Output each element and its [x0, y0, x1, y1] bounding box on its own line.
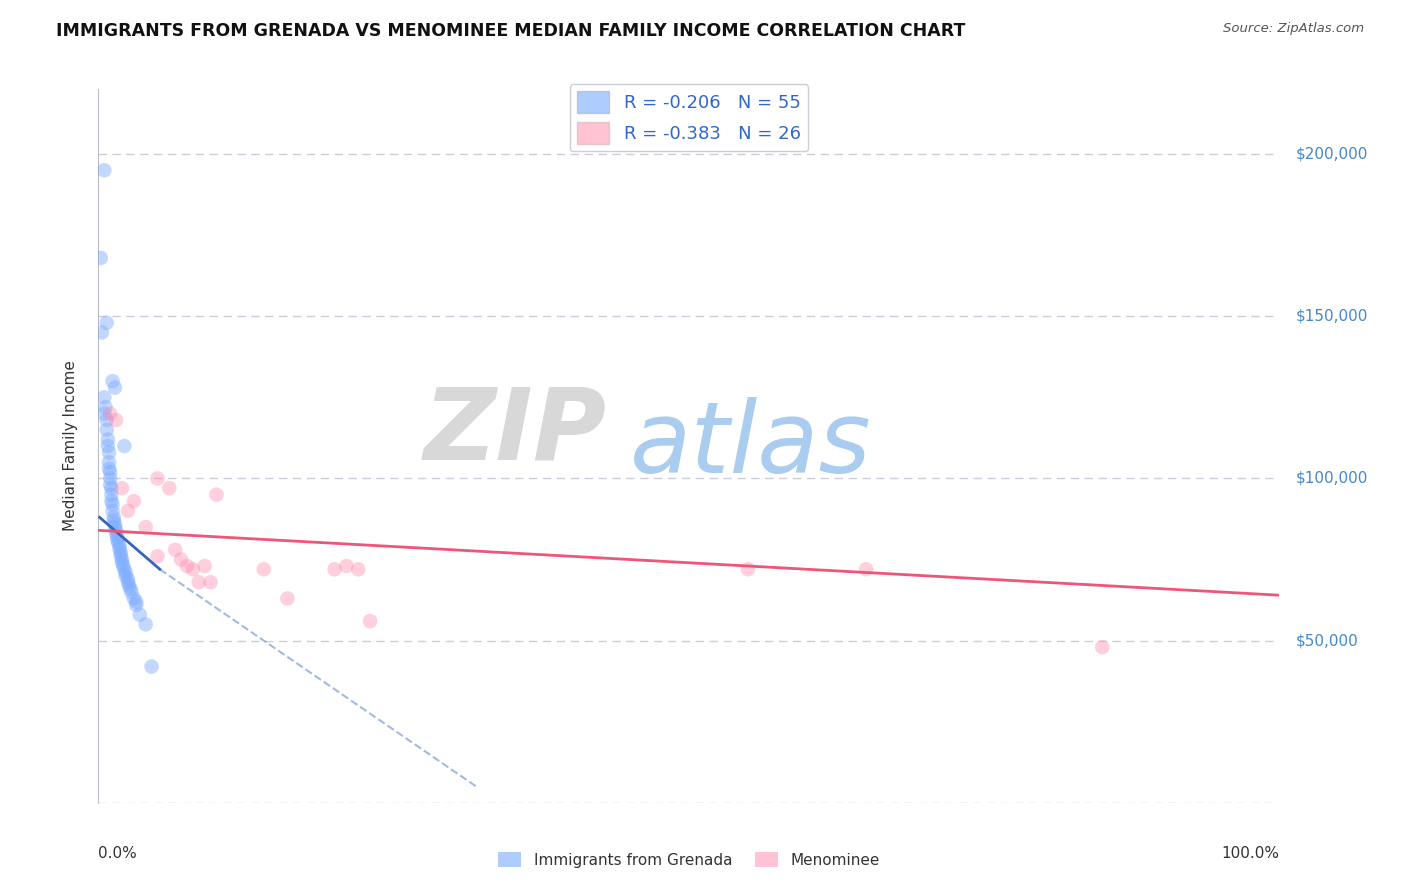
- Point: [96, 423, 118, 437]
- Point: [146, 471, 169, 485]
- Point: [98, 471, 121, 485]
- Point: [135, 520, 157, 534]
- Point: [128, 607, 150, 622]
- Point: [125, 595, 148, 609]
- Point: [120, 582, 142, 596]
- Point: [93, 390, 115, 404]
- Point: [104, 520, 127, 534]
- Point: [122, 494, 145, 508]
- Point: [93, 163, 115, 178]
- Point: [111, 556, 134, 570]
- Point: [108, 540, 131, 554]
- Point: [101, 497, 124, 511]
- Text: atlas: atlas: [630, 398, 872, 494]
- Point: [114, 568, 136, 582]
- Point: [90, 251, 112, 265]
- Point: [105, 533, 128, 547]
- Text: $200,000: $200,000: [1296, 146, 1368, 161]
- Point: [111, 481, 134, 495]
- Point: [96, 413, 118, 427]
- Text: IMMIGRANTS FROM GRENADA VS MENOMINEE MEDIAN FAMILY INCOME CORRELATION CHART: IMMIGRANTS FROM GRENADA VS MENOMINEE MED…: [56, 22, 966, 40]
- Point: [176, 559, 198, 574]
- Point: [105, 530, 128, 544]
- Point: [111, 552, 134, 566]
- Text: Source: ZipAtlas.com: Source: ZipAtlas.com: [1223, 22, 1364, 36]
- Point: [165, 542, 187, 557]
- Point: [121, 585, 143, 599]
- Point: [97, 439, 120, 453]
- Point: [105, 526, 128, 541]
- Point: [112, 562, 135, 576]
- Point: [117, 575, 139, 590]
- Point: [94, 400, 117, 414]
- Point: [103, 514, 125, 528]
- Point: [98, 407, 121, 421]
- Point: [105, 524, 128, 538]
- Y-axis label: Median Family Income: Median Family Income: [63, 360, 77, 532]
- Point: [181, 562, 204, 576]
- Point: [200, 575, 222, 590]
- Point: [117, 504, 139, 518]
- Text: $150,000: $150,000: [1296, 309, 1368, 324]
- Point: [205, 488, 228, 502]
- Point: [91, 326, 114, 340]
- Point: [104, 516, 127, 531]
- Point: [141, 659, 163, 673]
- Text: $50,000: $50,000: [1296, 633, 1358, 648]
- Text: ZIP: ZIP: [423, 384, 606, 480]
- Point: [93, 407, 115, 421]
- Point: [276, 591, 298, 606]
- Text: 100.0%: 100.0%: [1222, 846, 1279, 861]
- Point: [97, 433, 120, 447]
- Point: [101, 504, 124, 518]
- Point: [96, 316, 118, 330]
- Point: [253, 562, 276, 576]
- Point: [112, 439, 135, 453]
- Point: [110, 549, 132, 564]
- Point: [135, 617, 157, 632]
- Point: [98, 478, 121, 492]
- Point: [100, 488, 122, 502]
- Point: [125, 598, 148, 612]
- Point: [104, 381, 127, 395]
- Text: $100,000: $100,000: [1296, 471, 1368, 486]
- Point: [100, 494, 122, 508]
- Point: [98, 445, 121, 459]
- Point: [100, 481, 122, 495]
- Legend: Immigrants from Grenada, Menominee: Immigrants from Grenada, Menominee: [492, 846, 886, 873]
- Point: [146, 549, 169, 564]
- Point: [1091, 640, 1114, 654]
- Point: [118, 578, 141, 592]
- Point: [170, 552, 193, 566]
- Point: [114, 566, 136, 580]
- Point: [157, 481, 180, 495]
- Point: [98, 461, 121, 475]
- Point: [110, 546, 132, 560]
- Point: [103, 510, 125, 524]
- Point: [122, 591, 145, 606]
- Point: [335, 559, 357, 574]
- Point: [737, 562, 759, 576]
- Point: [359, 614, 381, 628]
- Point: [107, 536, 129, 550]
- Point: [117, 572, 139, 586]
- Text: 0.0%: 0.0%: [98, 846, 138, 861]
- Point: [323, 562, 346, 576]
- Point: [855, 562, 877, 576]
- Point: [194, 559, 217, 574]
- Point: [98, 465, 121, 479]
- Point: [101, 374, 124, 388]
- Point: [112, 559, 135, 574]
- Point: [98, 455, 121, 469]
- Point: [347, 562, 370, 576]
- Point: [108, 542, 131, 557]
- Point: [105, 413, 128, 427]
- Point: [187, 575, 209, 590]
